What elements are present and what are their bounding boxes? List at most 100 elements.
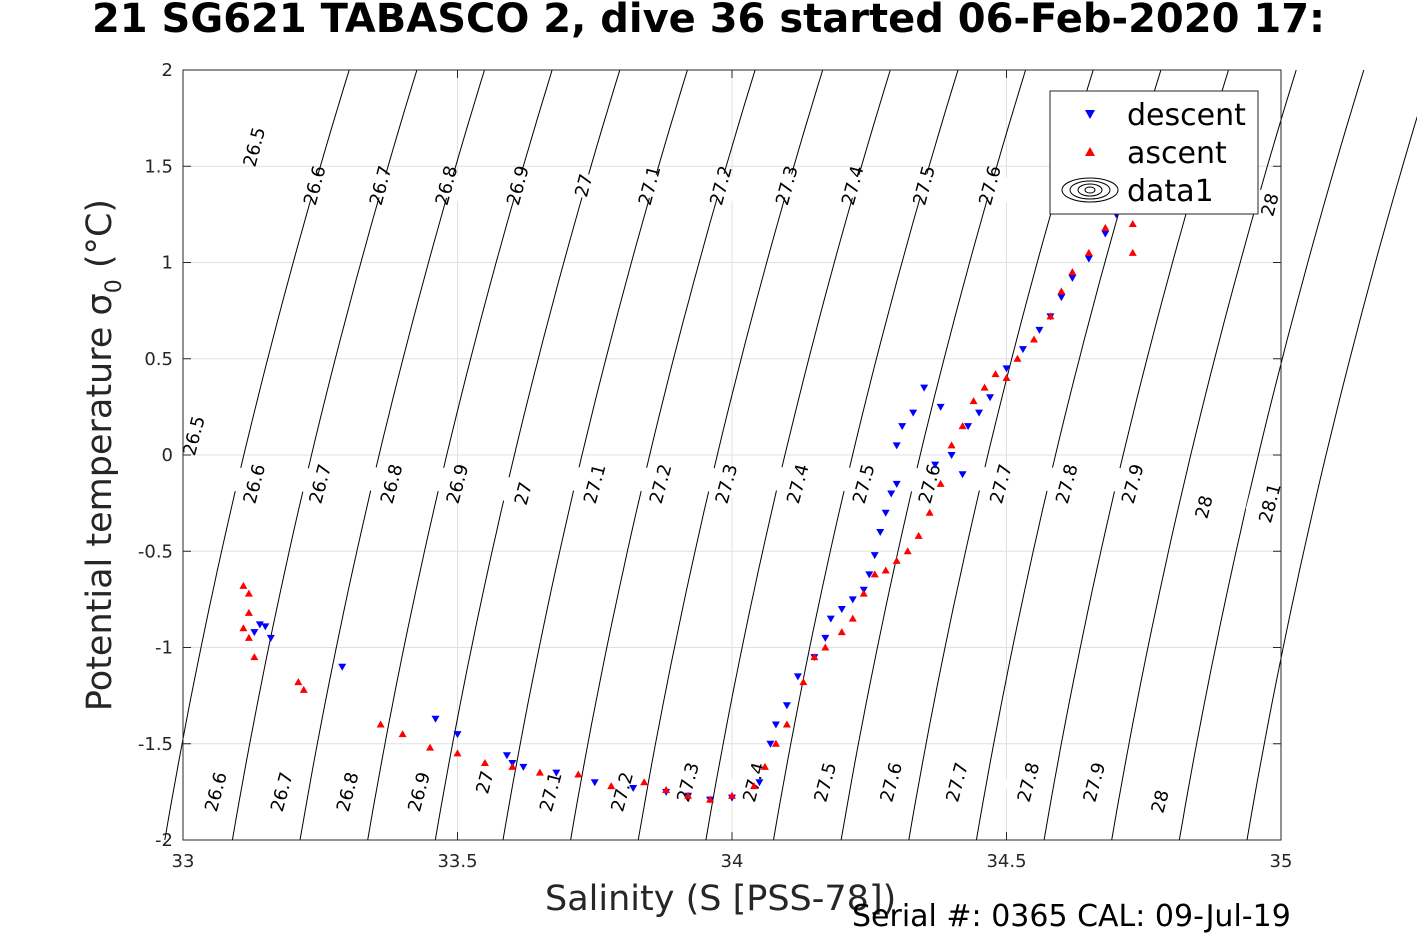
ascent-point [1013,354,1022,362]
descent-point [766,740,775,748]
descent-point [1101,230,1110,238]
contour-label-bg [323,774,373,810]
descent-point [865,571,874,579]
contour-label-bg [367,466,416,502]
descent-point [986,394,995,402]
x-tick-label: 34.5 [986,851,1026,872]
ascent-point [684,791,693,799]
descent-point [887,490,896,498]
y-tick-label: -0.5 [138,541,173,562]
ascent-point [1046,312,1055,320]
descent-point [1018,346,1027,354]
ascent-point [640,778,649,786]
ascent-point [244,608,253,616]
contour-label-bg [230,466,279,502]
ascent-point [936,479,945,487]
descent-point [1068,274,1077,282]
descent-point [1084,255,1093,263]
y-axis-label-unit: (°C) [80,198,120,280]
descent-point [931,461,940,469]
contour-label-bg [257,774,307,810]
descent-point [502,752,511,760]
density-contour-line [164,69,350,841]
density-contour-line [637,69,824,841]
legend-box [1049,90,1259,215]
descent-point [958,471,967,479]
contour-label-bg [839,466,889,502]
contour-label-bg [1245,485,1295,521]
ascent-point [1057,287,1066,295]
descent-point [947,452,956,459]
y-tick-label: 1 [162,253,173,274]
descent-point [898,423,907,431]
density-contour-line [367,69,553,841]
y-tick-label: 0 [162,445,173,466]
density-contour-line [502,69,688,841]
descent-point [892,480,901,488]
ascent-point [799,678,808,686]
ascent-point [870,570,879,578]
descent-point [848,596,857,604]
density-contour-line [1246,115,1417,841]
descent-point [1002,365,1011,373]
contour-label-bg [965,168,1015,203]
contour-label-bg [597,774,647,810]
descent-point [261,623,270,631]
contour-label-bg [356,168,405,203]
contour-label-bg [230,129,279,165]
contour-label-bg [828,168,878,203]
contour-label-bg [1135,784,1185,819]
contour-label-bg [460,764,510,800]
contour-label-bg [570,466,620,502]
ascent-point [980,383,989,391]
contour-label-bg [422,168,471,203]
contour-label-bg [932,764,982,800]
y-tick-label: -1 [155,638,173,659]
legend-contour-icon [1069,180,1111,200]
contour-label-bg [295,466,345,502]
contour-label-bg [290,168,340,203]
descent-point [590,779,599,787]
y-axis-label-subscript: 0 [102,279,127,294]
x-tick-label: 33.5 [437,851,477,872]
contour-label-bg [499,476,548,511]
ascent-point [294,678,303,686]
y-tick-label: -1.5 [138,734,173,755]
density-contour-line [1178,69,1365,841]
density-contour-line [705,69,891,841]
ascent-point [782,720,791,728]
descent-point [782,702,791,710]
ascent-point [947,441,956,449]
contour-label-bg [702,466,751,502]
legend-contour-icon [1084,186,1096,194]
descent-point [266,634,275,642]
ascent-point [771,739,780,747]
descent-point [870,552,879,560]
ascent-point [398,730,407,738]
density-contour-line [231,69,418,841]
density-contour-line [773,69,959,841]
descent-point [629,785,638,793]
density-contour-labels: 26.526.6 26.7 26.8 26.9 27 27.1 27.2 27.3 27.4 27… [169,125,1295,819]
ascent-point [299,685,308,693]
ascent-point [239,581,248,589]
ascent-point [453,749,462,757]
contour-label-bg [976,466,1026,502]
ascent-point [892,556,901,564]
ascent-point [239,624,248,632]
ascent-point [376,720,385,728]
descent-point [552,769,561,777]
y-axis-label-sigma: σ [80,293,120,316]
descent-point [881,509,890,517]
y-axis-label-text: Potential temperature [80,315,120,712]
density-contour-line [570,69,756,841]
descent-point [519,763,528,771]
ascent-point [728,791,736,799]
density-contour-line [434,69,621,841]
density-contour-line [299,69,485,841]
contour-label-bg [1108,466,1158,502]
contour-label-bg [636,466,685,502]
descent-point [431,715,440,723]
y-tick-label: -2 [155,830,173,851]
